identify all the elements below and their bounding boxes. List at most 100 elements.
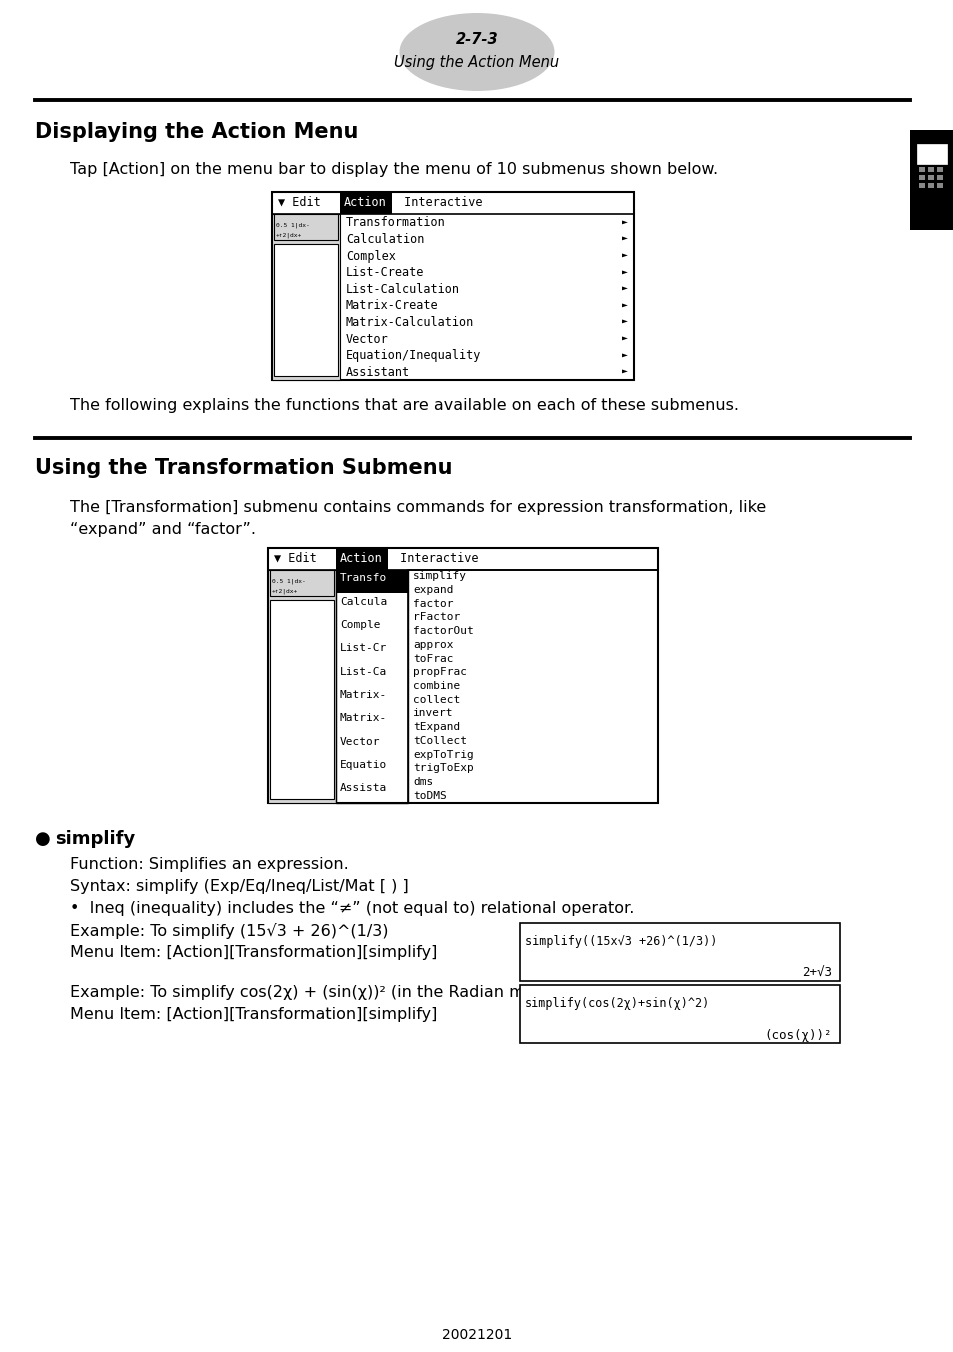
FancyBboxPatch shape <box>335 548 388 571</box>
Text: Calcula: Calcula <box>339 596 387 607</box>
Text: “expand” and “factor”.: “expand” and “factor”. <box>70 522 255 537</box>
Text: collect: collect <box>413 695 459 704</box>
FancyBboxPatch shape <box>339 192 392 214</box>
Text: Vector: Vector <box>346 333 388 346</box>
FancyBboxPatch shape <box>936 183 942 188</box>
FancyBboxPatch shape <box>272 192 634 380</box>
FancyBboxPatch shape <box>927 174 933 180</box>
Text: simplify((15x√3 +26)^(1/3)): simplify((15x√3 +26)^(1/3)) <box>524 936 717 948</box>
Text: ▼ Edit: ▼ Edit <box>277 196 328 210</box>
Text: ►: ► <box>621 316 627 326</box>
Text: Example: To simplify (15√3 + 26)^(1/3): Example: To simplify (15√3 + 26)^(1/3) <box>70 923 388 940</box>
Text: Transfo: Transfo <box>339 573 387 584</box>
Text: Matrix-: Matrix- <box>339 714 387 723</box>
Text: The following explains the functions that are available on each of these submenu: The following explains the functions tha… <box>70 397 739 412</box>
Text: Function: Simplifies an expression.: Function: Simplifies an expression. <box>70 857 349 872</box>
FancyBboxPatch shape <box>927 183 933 188</box>
Text: ►: ► <box>621 266 627 276</box>
Text: List-Create: List-Create <box>346 266 424 280</box>
Text: Matrix-: Matrix- <box>339 690 387 700</box>
Text: •  Ineq (inequality) includes the “≠” (not equal to) relational operator.: • Ineq (inequality) includes the “≠” (no… <box>70 900 634 917</box>
Text: propFrac: propFrac <box>413 668 467 677</box>
Text: Action: Action <box>344 196 386 210</box>
Text: simplify: simplify <box>55 830 135 848</box>
Text: ►: ► <box>621 250 627 260</box>
FancyBboxPatch shape <box>335 571 408 594</box>
Text: Action: Action <box>339 552 382 565</box>
Text: combine: combine <box>413 681 459 691</box>
FancyBboxPatch shape <box>918 183 924 188</box>
Text: toFrac: toFrac <box>413 653 453 664</box>
Text: invert: invert <box>413 708 453 718</box>
FancyBboxPatch shape <box>916 145 946 164</box>
Text: simplify: simplify <box>413 572 467 581</box>
Text: trigToExp: trigToExp <box>413 764 474 773</box>
Text: Assista: Assista <box>339 783 387 794</box>
FancyBboxPatch shape <box>918 174 924 180</box>
FancyBboxPatch shape <box>918 168 924 172</box>
Text: Equation/Inequality: Equation/Inequality <box>346 349 481 362</box>
Text: factor: factor <box>413 599 453 608</box>
Text: factorOut: factorOut <box>413 626 474 637</box>
Text: approx: approx <box>413 639 453 650</box>
Text: ►: ► <box>621 300 627 310</box>
Text: 20021201: 20021201 <box>441 1328 512 1343</box>
Text: Interactive: Interactive <box>396 196 482 210</box>
Text: Matrix-Calculation: Matrix-Calculation <box>346 316 474 329</box>
FancyBboxPatch shape <box>272 214 339 380</box>
Text: Equatio: Equatio <box>339 760 387 769</box>
Text: 2-7-3: 2-7-3 <box>456 32 497 47</box>
Text: Using the Action Menu: Using the Action Menu <box>394 54 559 69</box>
Text: ►: ► <box>621 216 627 227</box>
Text: Matrix-Create: Matrix-Create <box>346 300 438 312</box>
Text: Assistant: Assistant <box>346 366 410 379</box>
Text: The [Transformation] submenu contains commands for expression transformation, li: The [Transformation] submenu contains co… <box>70 500 765 515</box>
Text: ►: ► <box>621 349 627 360</box>
FancyBboxPatch shape <box>519 923 840 982</box>
Text: ●: ● <box>35 830 51 848</box>
FancyBboxPatch shape <box>274 214 337 241</box>
FancyBboxPatch shape <box>927 168 933 172</box>
Text: dms: dms <box>413 777 433 787</box>
Text: toDMS: toDMS <box>413 791 446 800</box>
Text: 0.5 1|dx-: 0.5 1|dx- <box>275 222 310 227</box>
Text: Menu Item: [Action][Transformation][simplify]: Menu Item: [Action][Transformation][simp… <box>70 1007 436 1022</box>
Text: 0.5 1|dx-: 0.5 1|dx- <box>272 579 305 584</box>
Text: Displaying the Action Menu: Displaying the Action Menu <box>35 122 358 142</box>
Text: Comple: Comple <box>339 621 380 630</box>
Text: Syntax: simplify (Exp/Eq/Ineq/List/Mat [ ) ]: Syntax: simplify (Exp/Eq/Ineq/List/Mat [… <box>70 879 408 894</box>
Text: 2+√3: 2+√3 <box>801 967 831 980</box>
Text: (cos(χ))²: (cos(χ))² <box>763 1029 831 1042</box>
Text: Transformation: Transformation <box>346 216 445 230</box>
Text: Tap [Action] on the menu bar to display the menu of 10 submenus shown below.: Tap [Action] on the menu bar to display … <box>70 162 718 177</box>
Text: expToTrig: expToTrig <box>413 749 474 760</box>
Text: ►: ► <box>621 233 627 243</box>
Text: List-Cr: List-Cr <box>339 644 387 653</box>
Text: +↑2|dx+: +↑2|dx+ <box>272 588 298 594</box>
Text: expand: expand <box>413 585 453 595</box>
Text: List-Calculation: List-Calculation <box>346 283 459 296</box>
Text: Calculation: Calculation <box>346 233 424 246</box>
FancyBboxPatch shape <box>268 571 335 803</box>
Text: List-Ca: List-Ca <box>339 667 387 677</box>
FancyBboxPatch shape <box>936 174 942 180</box>
Text: Interactive: Interactive <box>393 552 478 565</box>
Text: simplify(cos(2χ)+sin(χ)^2): simplify(cos(2χ)+sin(χ)^2) <box>524 996 709 1010</box>
FancyBboxPatch shape <box>270 600 334 799</box>
Text: ►: ► <box>621 333 627 342</box>
Text: Example: To simplify cos(2χ) + (sin(χ))² (in the Radian mode): Example: To simplify cos(2χ) + (sin(χ))²… <box>70 986 560 1000</box>
Text: Menu Item: [Action][Transformation][simplify]: Menu Item: [Action][Transformation][simp… <box>70 945 436 960</box>
FancyBboxPatch shape <box>909 130 953 230</box>
Text: tCollect: tCollect <box>413 735 467 746</box>
Text: tExpand: tExpand <box>413 722 459 733</box>
Text: Using the Transformation Submenu: Using the Transformation Submenu <box>35 458 452 479</box>
Text: +↑2|dx+: +↑2|dx+ <box>275 233 302 238</box>
FancyBboxPatch shape <box>274 243 337 376</box>
Ellipse shape <box>399 14 554 91</box>
Text: Complex: Complex <box>346 250 395 262</box>
Text: rFactor: rFactor <box>413 612 459 622</box>
FancyBboxPatch shape <box>519 986 840 1042</box>
Text: ►: ► <box>621 283 627 293</box>
Text: ►: ► <box>621 366 627 376</box>
FancyBboxPatch shape <box>936 168 942 172</box>
